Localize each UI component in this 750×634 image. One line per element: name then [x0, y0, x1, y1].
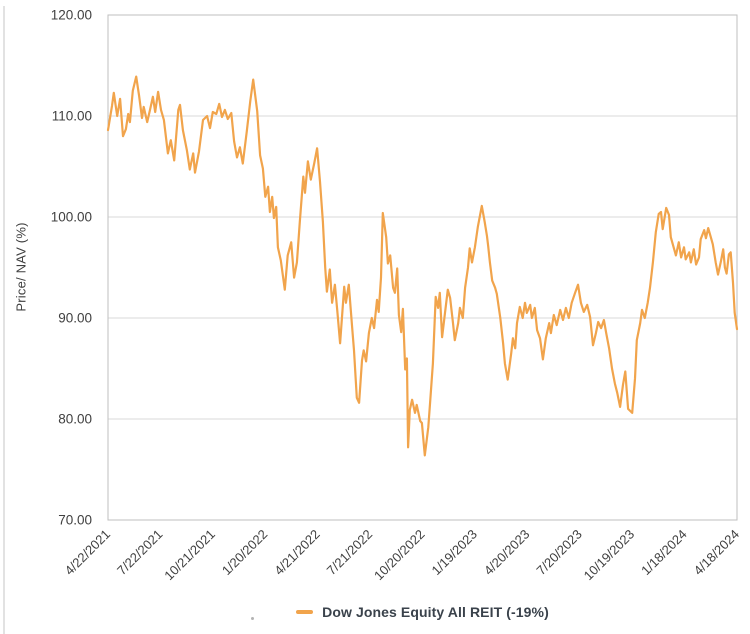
- y-tick-label: 110.00: [52, 109, 92, 124]
- x-tick-label: 4/18/2024: [691, 527, 743, 579]
- y-tick-label: 80.00: [58, 412, 92, 427]
- series-line-dow-jones-equity-all-reit: [106, 75, 739, 457]
- legend-line-swatch: [296, 610, 314, 614]
- stray-dot: [251, 617, 254, 620]
- x-tick-label: 7/21/2022: [324, 527, 376, 579]
- x-tick-label: 7/22/2021: [114, 527, 166, 579]
- y-tick-label: 70.00: [58, 513, 92, 528]
- x-tick-label: 4/20/2023: [481, 527, 533, 579]
- y-axis-title: Price/ NAV (%): [13, 222, 29, 312]
- x-tick-label: 7/20/2023: [533, 527, 585, 579]
- legend-series-label: Dow Jones Equity All REIT (-19%): [322, 604, 549, 620]
- page-left-edge: [3, 6, 5, 634]
- plot-border: [107, 14, 738, 521]
- y-tick-label: 100.00: [51, 210, 92, 225]
- x-tick-label: 4/21/2022: [271, 527, 323, 579]
- x-tick-label: 1/19/2023: [429, 527, 481, 579]
- x-tick-label: 4/22/2021: [62, 527, 114, 579]
- y-tick-label: 90.00: [58, 311, 92, 326]
- x-tick-label: 10/19/2023: [581, 527, 638, 584]
- x-tick-label: 10/21/2021: [161, 527, 218, 584]
- legend: Dow Jones Equity All REIT (-19%): [108, 604, 737, 620]
- y-tick-label: 120.00: [51, 8, 92, 23]
- x-tick-label: 10/20/2022: [371, 527, 428, 584]
- x-tick-label: 1/18/2024: [638, 527, 690, 579]
- x-tick-label: 1/20/2022: [219, 527, 271, 579]
